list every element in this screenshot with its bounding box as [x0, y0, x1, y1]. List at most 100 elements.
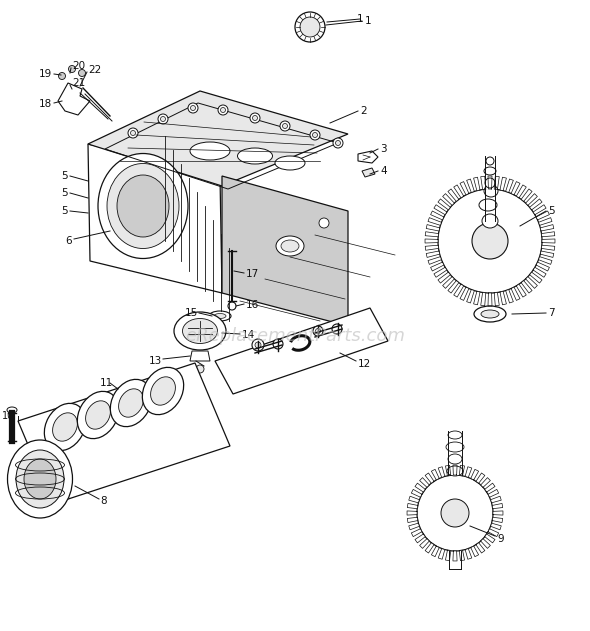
- Ellipse shape: [486, 157, 494, 165]
- Ellipse shape: [119, 389, 143, 417]
- Polygon shape: [500, 292, 506, 305]
- Ellipse shape: [484, 185, 498, 197]
- Polygon shape: [540, 225, 554, 231]
- Ellipse shape: [474, 306, 506, 322]
- Circle shape: [283, 124, 287, 129]
- Polygon shape: [465, 548, 472, 559]
- Circle shape: [316, 329, 320, 334]
- Polygon shape: [516, 185, 526, 198]
- Circle shape: [332, 324, 342, 334]
- Polygon shape: [467, 290, 474, 303]
- Circle shape: [319, 218, 329, 228]
- Polygon shape: [460, 465, 464, 476]
- Polygon shape: [540, 251, 554, 257]
- Circle shape: [280, 121, 290, 131]
- Polygon shape: [476, 543, 485, 553]
- Polygon shape: [485, 483, 495, 492]
- Ellipse shape: [24, 459, 56, 499]
- Polygon shape: [481, 478, 490, 487]
- Polygon shape: [215, 308, 388, 394]
- Circle shape: [253, 115, 257, 121]
- Polygon shape: [460, 287, 469, 300]
- Ellipse shape: [174, 312, 226, 350]
- Ellipse shape: [107, 163, 179, 249]
- Ellipse shape: [446, 442, 464, 452]
- Text: 5: 5: [61, 206, 68, 216]
- Polygon shape: [491, 523, 502, 530]
- Text: 1: 1: [365, 16, 372, 26]
- Polygon shape: [448, 189, 459, 201]
- Ellipse shape: [484, 167, 496, 175]
- Circle shape: [255, 342, 261, 348]
- Polygon shape: [539, 257, 552, 264]
- Text: 8: 8: [100, 496, 107, 506]
- Polygon shape: [442, 276, 454, 288]
- Circle shape: [333, 138, 343, 148]
- Polygon shape: [454, 284, 464, 297]
- Polygon shape: [481, 176, 486, 189]
- Polygon shape: [407, 517, 418, 522]
- Ellipse shape: [77, 391, 119, 439]
- Circle shape: [128, 128, 138, 138]
- Polygon shape: [506, 290, 513, 303]
- Polygon shape: [411, 529, 422, 536]
- Circle shape: [313, 326, 323, 336]
- Text: 21: 21: [72, 78, 85, 88]
- Ellipse shape: [7, 407, 17, 413]
- Ellipse shape: [98, 153, 188, 259]
- Polygon shape: [516, 284, 526, 297]
- Circle shape: [295, 12, 325, 42]
- Polygon shape: [474, 292, 480, 305]
- Polygon shape: [536, 211, 549, 220]
- Text: 5: 5: [548, 206, 555, 216]
- Polygon shape: [542, 245, 555, 251]
- Ellipse shape: [214, 314, 226, 319]
- Ellipse shape: [44, 403, 86, 451]
- Text: 14: 14: [242, 330, 255, 340]
- Ellipse shape: [53, 413, 77, 441]
- Polygon shape: [460, 182, 469, 195]
- Polygon shape: [425, 245, 438, 251]
- Circle shape: [191, 105, 195, 110]
- Polygon shape: [438, 467, 445, 478]
- Polygon shape: [425, 543, 434, 553]
- Polygon shape: [471, 469, 478, 480]
- Text: 3: 3: [380, 144, 386, 154]
- Polygon shape: [533, 268, 546, 277]
- Ellipse shape: [238, 148, 273, 164]
- Polygon shape: [438, 272, 450, 283]
- Ellipse shape: [481, 310, 499, 318]
- Ellipse shape: [110, 379, 152, 427]
- Polygon shape: [526, 276, 537, 288]
- Polygon shape: [448, 281, 459, 293]
- Ellipse shape: [209, 311, 231, 321]
- Ellipse shape: [276, 236, 304, 256]
- Polygon shape: [494, 176, 499, 189]
- Polygon shape: [521, 189, 532, 201]
- Polygon shape: [222, 176, 348, 326]
- Text: 16: 16: [246, 300, 259, 310]
- Circle shape: [417, 475, 493, 551]
- Polygon shape: [474, 177, 480, 191]
- Ellipse shape: [275, 156, 305, 170]
- Ellipse shape: [142, 367, 183, 415]
- Ellipse shape: [281, 240, 299, 252]
- Polygon shape: [453, 551, 457, 561]
- Circle shape: [313, 133, 317, 138]
- Polygon shape: [445, 550, 451, 561]
- Polygon shape: [428, 257, 441, 264]
- Polygon shape: [533, 204, 546, 215]
- Polygon shape: [190, 351, 210, 361]
- Polygon shape: [494, 293, 499, 306]
- Polygon shape: [493, 511, 503, 515]
- Polygon shape: [476, 473, 485, 483]
- Ellipse shape: [182, 319, 218, 343]
- Polygon shape: [362, 168, 375, 177]
- Polygon shape: [409, 523, 419, 530]
- Polygon shape: [526, 194, 537, 205]
- Ellipse shape: [485, 178, 495, 188]
- Text: 4: 4: [380, 166, 386, 176]
- Polygon shape: [18, 363, 230, 504]
- Circle shape: [78, 69, 86, 76]
- Circle shape: [218, 105, 228, 115]
